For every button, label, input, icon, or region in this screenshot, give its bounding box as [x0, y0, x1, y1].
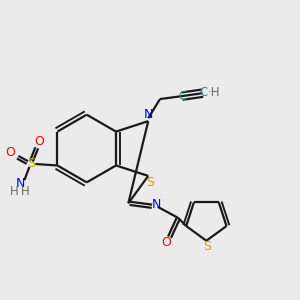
Text: S: S: [203, 239, 211, 253]
Text: O: O: [5, 146, 15, 159]
Text: N: N: [152, 198, 162, 211]
Text: S: S: [27, 158, 35, 170]
Text: O: O: [34, 135, 44, 148]
Text: H: H: [21, 185, 30, 198]
Text: C: C: [179, 90, 187, 103]
Text: C: C: [200, 86, 208, 99]
Text: ·H: ·H: [208, 86, 221, 99]
Text: N: N: [16, 177, 25, 190]
Text: O: O: [161, 236, 171, 249]
Text: N: N: [143, 108, 153, 121]
Text: S: S: [146, 176, 154, 189]
Text: H: H: [9, 185, 18, 198]
